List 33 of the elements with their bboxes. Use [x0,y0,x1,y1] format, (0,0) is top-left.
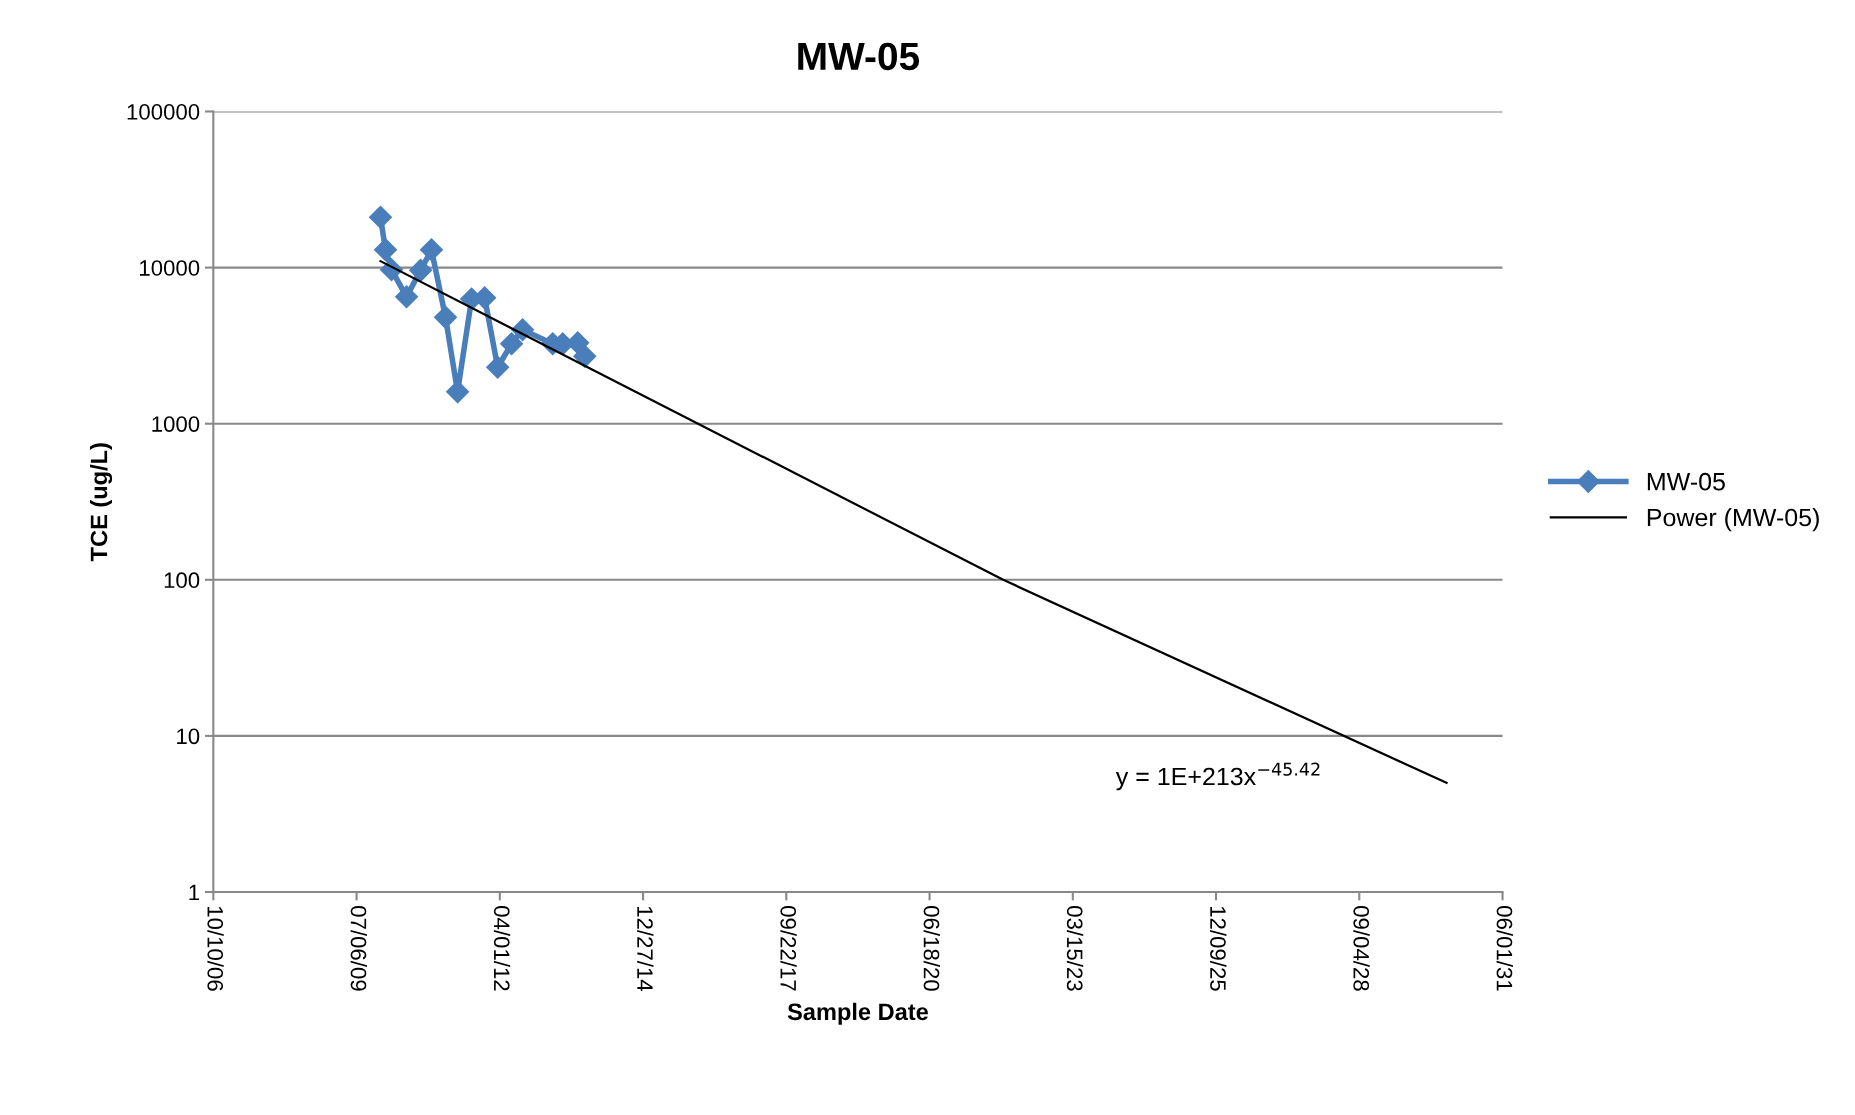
x-tick-label: 12/09/25 [1210,906,1227,991]
legend-label: MW-05 [1647,472,1725,491]
legend-label: Power (MW-05) [1647,508,1819,532]
x-tick-label: 09/04/28 [1353,906,1370,991]
chart-title: MW-05 [798,42,920,71]
x-tick-label: 06/01/31 [1496,906,1513,991]
y-tick-label: 100 [164,572,200,589]
y-tick-label: 1 [189,884,200,901]
x-tick-label: 12/27/14 [637,906,654,992]
point [374,238,398,262]
y-tick-label: 1000 [152,416,200,432]
y-tick-label: 100000 [127,104,200,120]
x-tick-label: 03/15/23 [1066,906,1084,991]
point [486,355,510,379]
x-tick-label: 09/22/17 [780,906,797,991]
y-axis-title: TCE (ug/L) [89,443,113,562]
x-tick-label: 10/10/06 [207,906,224,991]
point [573,344,597,368]
x-tick-label: 04/01/12 [493,906,511,991]
point [446,380,470,404]
point [368,205,392,229]
x-tick-label: 07/06/09 [350,906,367,991]
point [500,332,524,356]
x-axis-title: Sample Date [787,1002,928,1025]
x-tick-label: 06/18/20 [923,906,940,991]
point [409,258,433,282]
point [434,305,458,329]
point [419,238,443,262]
annotation: y = 1E+213x$^{−45.42}$ [1115,762,1320,791]
point [566,331,590,355]
y-tick-label: 10000 [140,260,200,276]
y-tick-label: 10 [177,728,200,745]
point [395,285,419,309]
